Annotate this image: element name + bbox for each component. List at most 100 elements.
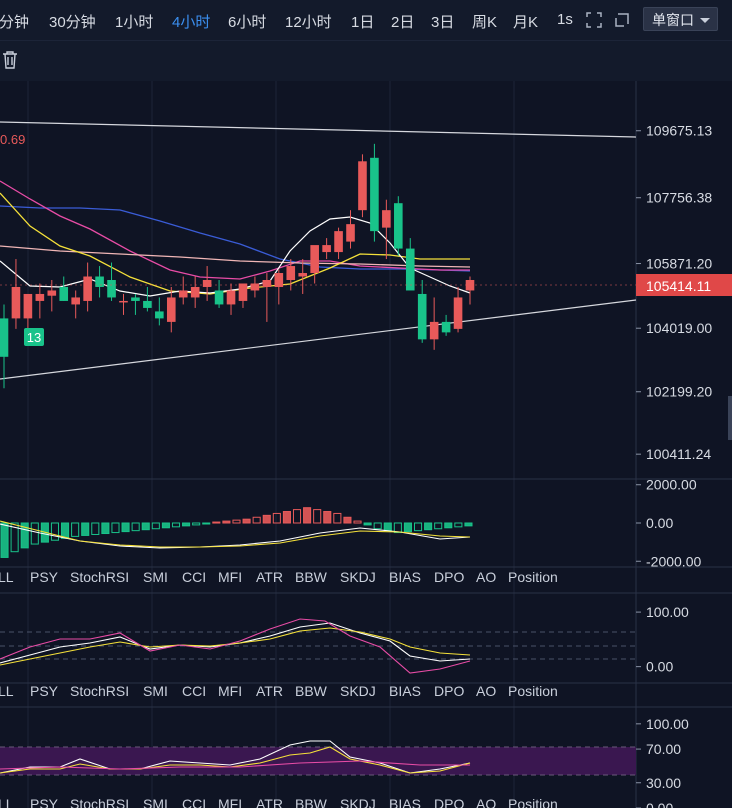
indicator-tab-cci[interactable]: CCI xyxy=(182,683,206,699)
tf-2d[interactable]: 2日 xyxy=(391,14,415,31)
macd-bar xyxy=(0,522,9,558)
tf-3d[interactable]: 3日 xyxy=(431,14,455,31)
indicator-tab-ao[interactable]: AO xyxy=(476,796,496,808)
macd-bar xyxy=(282,511,291,524)
macd-bar xyxy=(61,522,70,539)
drawing-toolbar xyxy=(0,41,732,81)
fullscreen-icon[interactable] xyxy=(586,12,602,28)
indicator-tab-psy[interactable]: PSY xyxy=(30,796,59,808)
indicator-tab-stochrsi[interactable]: StochRSI xyxy=(70,796,129,808)
candle xyxy=(322,238,331,260)
indicator-tab-skdj[interactable]: SKDJ xyxy=(340,683,376,699)
indicator-tab-ll[interactable]: LL xyxy=(0,796,14,808)
macd-bar xyxy=(413,522,423,532)
side-panel-handle[interactable] xyxy=(728,396,732,440)
y-axes: 109675.13 107756.38 105871.20 104019.00 1021… xyxy=(636,123,712,808)
macd-bar xyxy=(10,522,19,553)
indicator-tab-bbw[interactable]: BBW xyxy=(295,683,328,699)
indicator-tab-atr[interactable]: ATR xyxy=(256,796,283,808)
prev-high-label: 0.69 xyxy=(0,132,25,147)
indicator-tab-ao[interactable]: AO xyxy=(476,683,496,699)
indicator-tab-skdj[interactable]: SKDJ xyxy=(340,569,376,585)
popout-icon[interactable] xyxy=(614,12,630,28)
candle xyxy=(131,293,140,315)
indicator-tab-smi[interactable]: SMI xyxy=(143,796,168,808)
tf-4h[interactable]: 4小时 xyxy=(172,14,211,31)
indicator-tab-position[interactable]: Position xyxy=(508,569,558,585)
candle xyxy=(441,314,451,336)
indicator-tab-atr[interactable]: ATR xyxy=(256,683,283,699)
indicator-tab-cci[interactable]: CCI xyxy=(182,796,206,808)
indicator-tab-stochrsi[interactable]: StochRSI xyxy=(70,683,129,699)
indicator-tab-smi[interactable]: SMI xyxy=(143,569,168,585)
indicator-tab-bias[interactable]: BIAS xyxy=(389,569,421,585)
candle xyxy=(214,280,224,308)
candle xyxy=(0,304,9,389)
tf-1h[interactable]: 1小时 xyxy=(115,14,154,31)
signal-marker-badge xyxy=(24,328,44,346)
tf-30min[interactable]: 30分钟 xyxy=(49,14,96,31)
candle-body xyxy=(262,280,272,287)
indicator-tab-bbw[interactable]: BBW xyxy=(295,569,328,585)
candle-body xyxy=(0,318,9,357)
macd-bar xyxy=(30,522,39,545)
macd-bar xyxy=(182,522,191,527)
current-price-badge xyxy=(636,274,732,296)
indicator-tab-smi[interactable]: SMI xyxy=(143,683,168,699)
indicator-tab-atr[interactable]: ATR xyxy=(256,569,283,585)
y-tick-label: 109675.13 xyxy=(646,123,712,139)
indicator-tab-ll[interactable]: LL xyxy=(0,569,14,585)
indicator-tab-position[interactable]: Position xyxy=(508,683,558,699)
macd-bar xyxy=(333,512,342,524)
indicator-tab-bias[interactable]: BIAS xyxy=(389,796,421,808)
tf-1min[interactable]: 分钟 xyxy=(0,14,30,31)
indicator-tab-bbw[interactable]: BBW xyxy=(295,796,328,808)
candle xyxy=(119,293,128,315)
tf-month[interactable]: 月K xyxy=(513,14,539,31)
tf-week[interactable]: 周K xyxy=(472,14,498,31)
tf-12h[interactable]: 12小时 xyxy=(285,14,332,31)
candle-body xyxy=(346,224,355,242)
tf-1s[interactable]: 1s xyxy=(557,11,573,28)
candle xyxy=(83,262,92,312)
indicator-tab-bias[interactable]: BIAS xyxy=(389,683,421,699)
candle xyxy=(262,273,272,322)
chart-area[interactable]: 0.69 13 105414.11 109675.13 107756.38 1058… xyxy=(0,81,732,808)
indicator-tab-mfi[interactable]: MFI xyxy=(218,683,242,699)
candle-body xyxy=(429,321,439,340)
macd-bar xyxy=(212,521,221,524)
indicator-tab-dpo[interactable]: DPO xyxy=(434,683,464,699)
indicator-tab-mfi[interactable]: MFI xyxy=(218,796,242,808)
indicator-tab-psy[interactable]: PSY xyxy=(30,683,59,699)
candle-body xyxy=(23,293,33,319)
chevron-down-icon xyxy=(700,18,710,23)
signal-marker[interactable]: 13 xyxy=(24,328,44,346)
indicator-tab-position[interactable]: Position xyxy=(508,796,558,808)
window-mode-label: 单窗口 xyxy=(652,12,694,28)
indicator-tab-psy[interactable]: PSY xyxy=(30,569,59,585)
candle-body xyxy=(155,311,164,319)
macd-bar xyxy=(262,514,271,524)
candle xyxy=(382,199,391,260)
macd-panel xyxy=(0,507,473,558)
indicator-tab-ll[interactable]: LL xyxy=(0,683,14,699)
trash-icon[interactable] xyxy=(2,51,18,69)
macd-bar xyxy=(91,522,100,535)
candle-body xyxy=(417,293,427,340)
candle xyxy=(429,297,439,350)
indicator-tab-skdj[interactable]: SKDJ xyxy=(340,796,376,808)
indicator-tab-cci[interactable]: CCI xyxy=(182,569,206,585)
macd-bar xyxy=(444,522,453,529)
indicator-tab-dpo[interactable]: DPO xyxy=(434,569,464,585)
candle-body xyxy=(47,290,57,296)
indicator-tab-mfi[interactable]: MFI xyxy=(218,569,242,585)
support-trendline xyxy=(0,299,637,380)
window-mode-select[interactable]: 单窗口 xyxy=(643,7,718,31)
macd-bar xyxy=(141,522,150,531)
tf-6h[interactable]: 6小时 xyxy=(228,14,267,31)
indicator-tab-stochrsi[interactable]: StochRSI xyxy=(70,569,129,585)
macd-bar xyxy=(434,522,443,530)
indicator-tab-ao[interactable]: AO xyxy=(476,569,496,585)
indicator-tab-dpo[interactable]: DPO xyxy=(434,796,464,808)
tf-1d[interactable]: 1日 xyxy=(351,14,375,31)
